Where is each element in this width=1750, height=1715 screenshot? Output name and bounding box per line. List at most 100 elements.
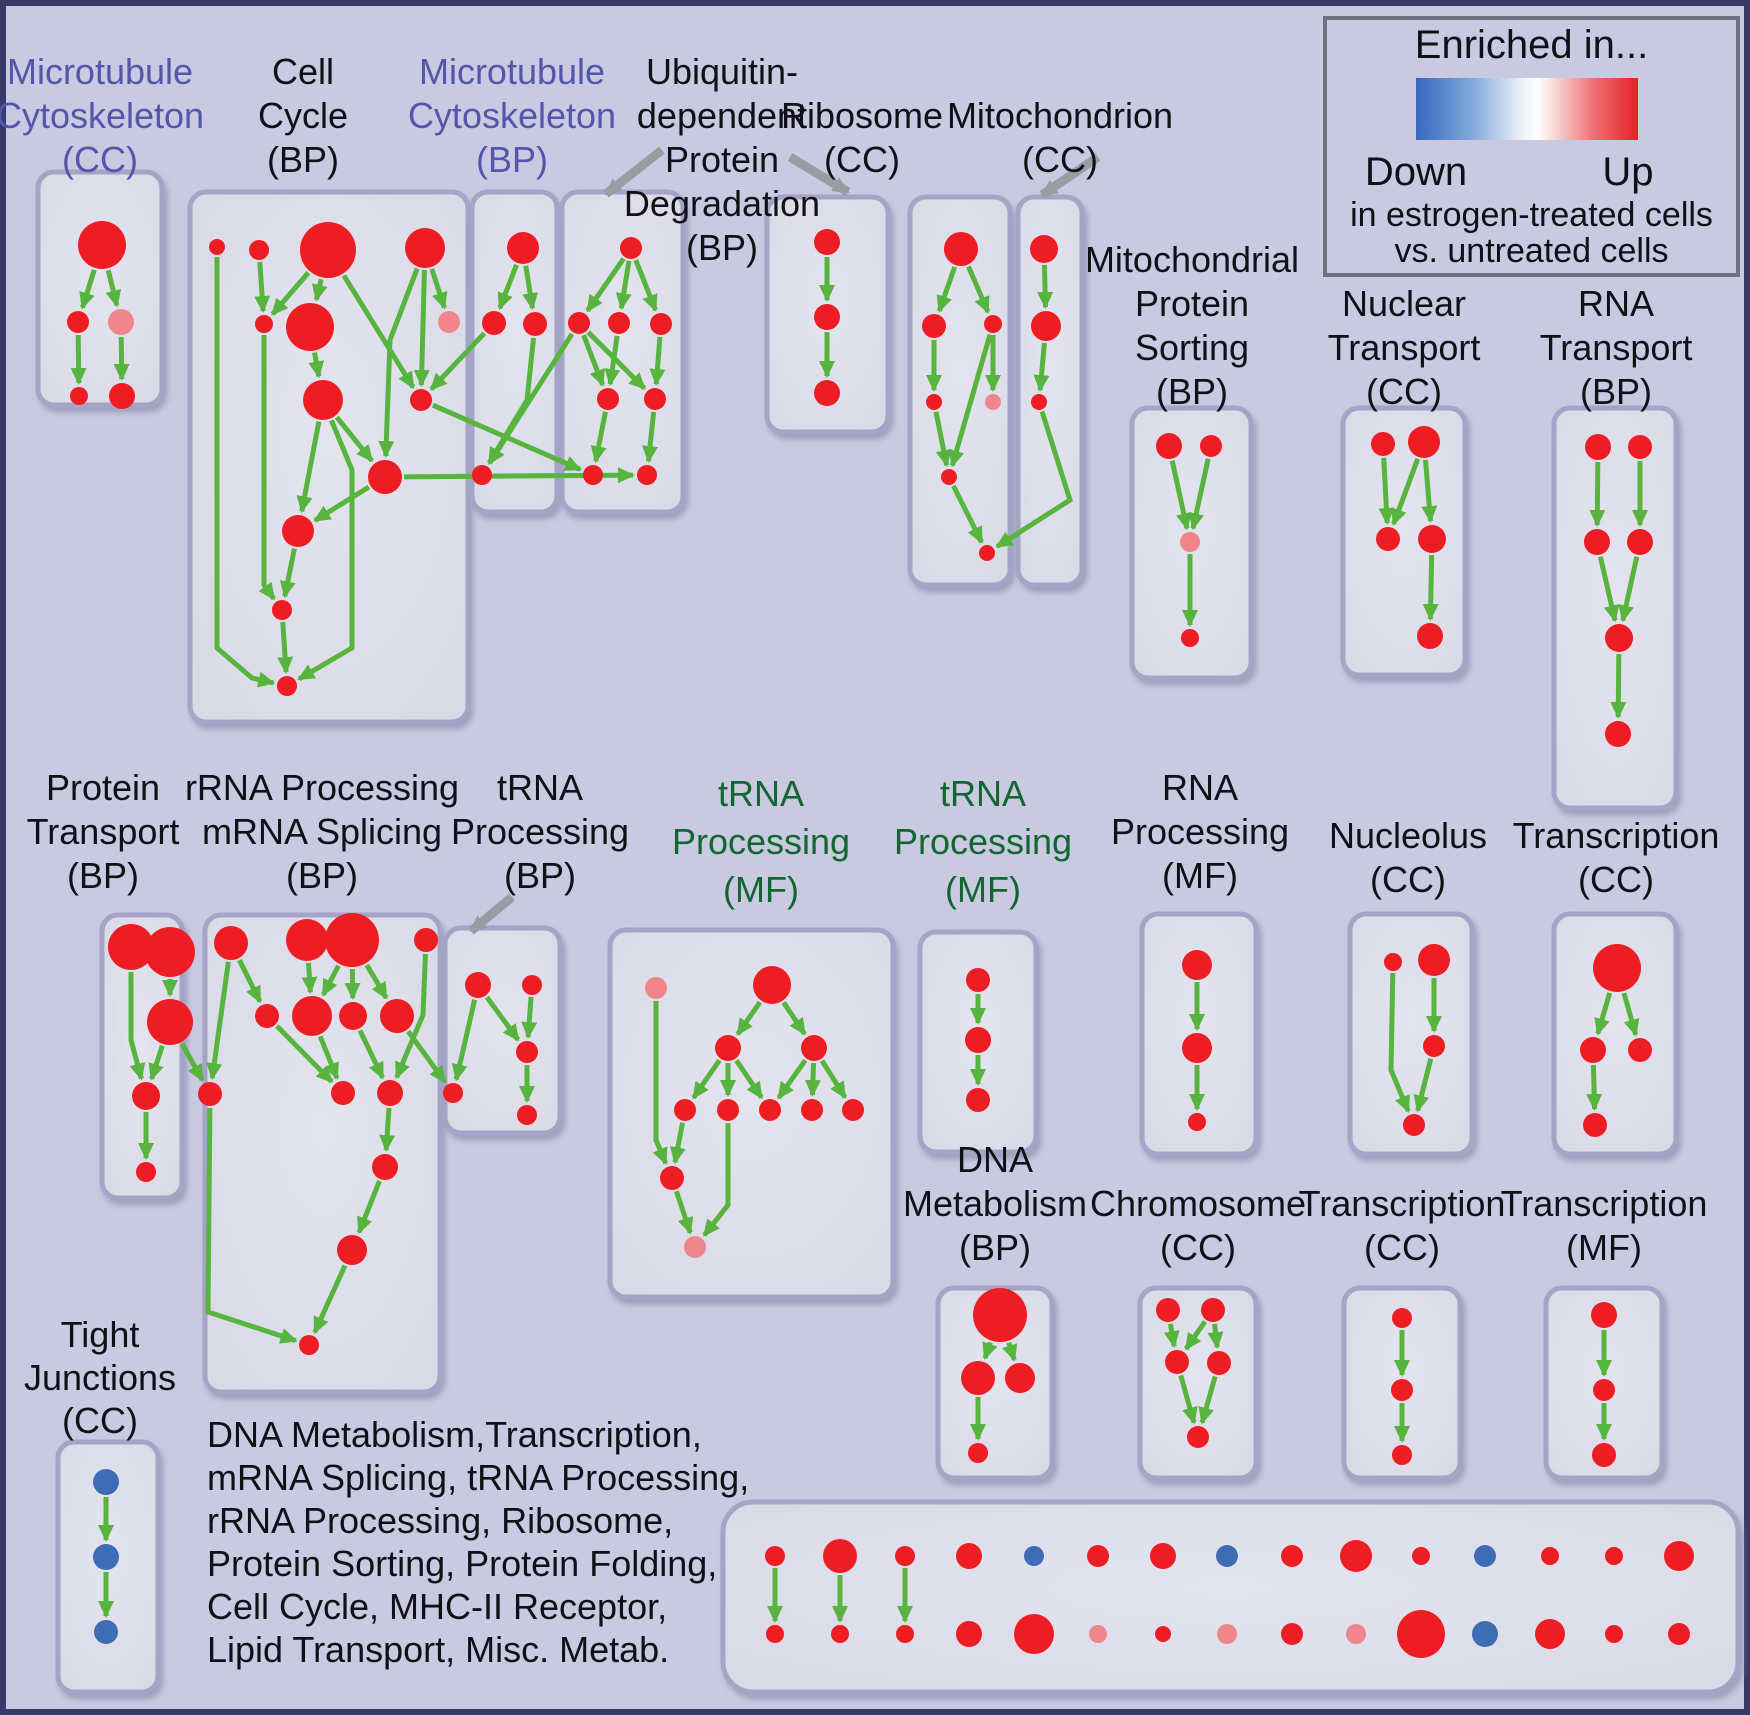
label-tight-junctions-cc-line-0: Tight <box>61 1314 140 1355</box>
go-term-node-bb13 <box>1535 1619 1565 1649</box>
go-term-node-e3 <box>1392 1445 1412 1465</box>
edge-b14-zb-zm1 <box>735 1000 763 1036</box>
label-protein-transport-bp-line-2: (BP) <box>67 855 139 896</box>
label-ribosome-cc-line-0: Ribosome <box>781 95 943 136</box>
go-term-node-h4 <box>380 999 414 1033</box>
edge-b18-tc1-tc3 <box>1621 992 1640 1037</box>
go-term-node-zn5 <box>842 1099 864 1121</box>
go-term-node-c13 <box>277 676 297 696</box>
go-term-node-u8 <box>637 465 657 485</box>
go-term-node-f3 <box>1592 1443 1616 1467</box>
edge-b12-g3-h4 <box>364 963 389 1000</box>
box-chromosome-cc <box>1137 1285 1259 1481</box>
go-term-node-ba9 <box>1281 1545 1303 1567</box>
edge-b2-c8-c10 <box>334 415 374 463</box>
edge-b6-r1-r2 <box>936 266 958 313</box>
edge-b4-u1-u2 <box>585 257 626 313</box>
edge-b4-u2-u5 <box>581 334 605 387</box>
go-term-node-h3 <box>339 1002 367 1030</box>
note-text-line-4: Cell Cycle, MHC-II Receptor, <box>207 1586 667 1627</box>
edge-b12-g3-h2 <box>320 964 341 997</box>
label-trna-processing-mf-2-line-1: Processing <box>894 821 1072 862</box>
go-term-node-t3 <box>1376 527 1400 551</box>
label-mitochondrion-cc-line-1: (CC) <box>1022 139 1098 180</box>
go-term-node-k2 <box>331 1081 355 1105</box>
label-mitochondrial-protein-sorting-bp-line-2: Sorting <box>1135 327 1249 368</box>
go-term-node-bb4 <box>956 1621 982 1647</box>
box-ribosome-cc <box>907 194 1013 588</box>
go-term-node-y1 <box>966 968 990 992</box>
go-term-node-ba13 <box>1541 1547 1559 1565</box>
go-term-node-g4 <box>414 928 438 952</box>
cross-edge-m2-c9 <box>429 331 487 391</box>
legend-subtitle-line-1: in estrogen-treated cells <box>1350 196 1713 234</box>
edge-b11-p1-p4 <box>128 972 146 1081</box>
go-term-node-ch5 <box>1187 1426 1209 1448</box>
label-microtubule-cytoskeleton-cc-line-0: Microtubule <box>7 51 193 92</box>
cross-edge-p3-k1 <box>179 1042 205 1082</box>
go-term-node-d2 <box>961 1361 995 1395</box>
note-text-line-2: rRNA Processing, Ribosome, <box>207 1500 673 1541</box>
go-term-node-m2 <box>482 311 506 335</box>
edge-b2-c4-c7 <box>429 268 448 310</box>
edge-b20-ch2-ch4 <box>1207 1323 1224 1350</box>
edge-b4-u2-u6 <box>586 330 647 391</box>
edge-b12-k3-k4 <box>379 1107 396 1153</box>
label-rna-transport-bp-line-0: RNA <box>1578 283 1654 324</box>
go-term-node-ch4 <box>1207 1351 1231 1375</box>
edge-b2-c12-c13 <box>277 621 294 675</box>
go-term-node-r7 <box>979 545 995 561</box>
label-dna-metabolism-bp-line-0: DNA <box>957 1139 1033 1180</box>
go-term-node-y2 <box>965 1027 991 1053</box>
go-term-node-s4 <box>1181 629 1199 647</box>
go-term-node-nu2 <box>1418 944 1450 976</box>
label-chromosome-cc-line-1: (CC) <box>1160 1227 1236 1268</box>
go-term-node-bb3 <box>896 1625 914 1643</box>
label-rna-processing-mf-line-0: RNA <box>1162 767 1238 808</box>
label-trna-processing-mf-1-line-2: (MF) <box>723 869 799 910</box>
go-term-node-u6 <box>644 388 666 410</box>
pointer-to-ubiquitin-box <box>603 146 665 198</box>
box-microtubule-cytoskeleton-cc <box>35 169 165 408</box>
label-transcription-mf-line-1: (MF) <box>1566 1227 1642 1268</box>
go-term-node-c7 <box>438 311 460 333</box>
go-term-node-tb2 <box>522 975 542 995</box>
go-term-node-tc4 <box>1583 1113 1607 1137</box>
go-term-node-c6 <box>286 303 334 351</box>
go-term-node-a1 <box>78 221 126 269</box>
edge-b2-c4-c10 <box>378 267 420 459</box>
edge-b13-tb1-tb5 <box>451 999 478 1082</box>
go-term-node-c8 <box>303 380 343 420</box>
go-term-node-e2 <box>1391 1379 1413 1401</box>
edge-b6-r4-r6 <box>933 411 952 468</box>
note-text-line-0: DNA Metabolism,Transcription, <box>207 1414 702 1455</box>
go-term-node-w2 <box>1031 311 1061 341</box>
edge-b4-u4-u6 <box>649 336 666 387</box>
go-term-node-tb3 <box>516 1041 538 1063</box>
edge-b7-w1-w2 <box>1037 264 1054 310</box>
go-term-node-q4 <box>1627 529 1653 555</box>
go-term-node-tb1 <box>465 972 491 998</box>
label-rna-transport-bp-line-2: (BP) <box>1580 371 1652 412</box>
edge-b12-g1-h1 <box>237 958 263 1004</box>
label-chromosome-cc-line-0: Chromosome <box>1090 1183 1306 1224</box>
label-trna-processing-bp-line-0: tRNA <box>497 767 583 808</box>
go-term-node-nu3 <box>1423 1035 1445 1057</box>
edge-b17-nu1-nu4 <box>1388 972 1411 1114</box>
edge-b10-q1-q3 <box>1589 461 1606 528</box>
go-term-node-r4 <box>926 394 942 410</box>
label-cell-cycle-bp-line-0: Cell <box>272 51 334 92</box>
edge-b3-m1-m2 <box>497 263 519 310</box>
go-term-node-c10 <box>368 460 402 494</box>
label-protein-transport-bp-line-1: Transport <box>27 811 180 852</box>
go-term-node-ba1 <box>765 1546 785 1566</box>
box-miscellaneous-terms <box>720 1499 1741 1695</box>
go-term-node-c12 <box>272 600 292 620</box>
edge-b2-c8-c13 <box>297 419 355 682</box>
label-rna-processing-mf-line-1: Processing <box>1111 811 1289 852</box>
go-term-node-tc3 <box>1628 1038 1652 1062</box>
edge-b12-k1-k6 <box>205 1107 298 1344</box>
edge-b2-c2-c5 <box>254 261 271 314</box>
go-term-node-bb1 <box>766 1625 784 1643</box>
